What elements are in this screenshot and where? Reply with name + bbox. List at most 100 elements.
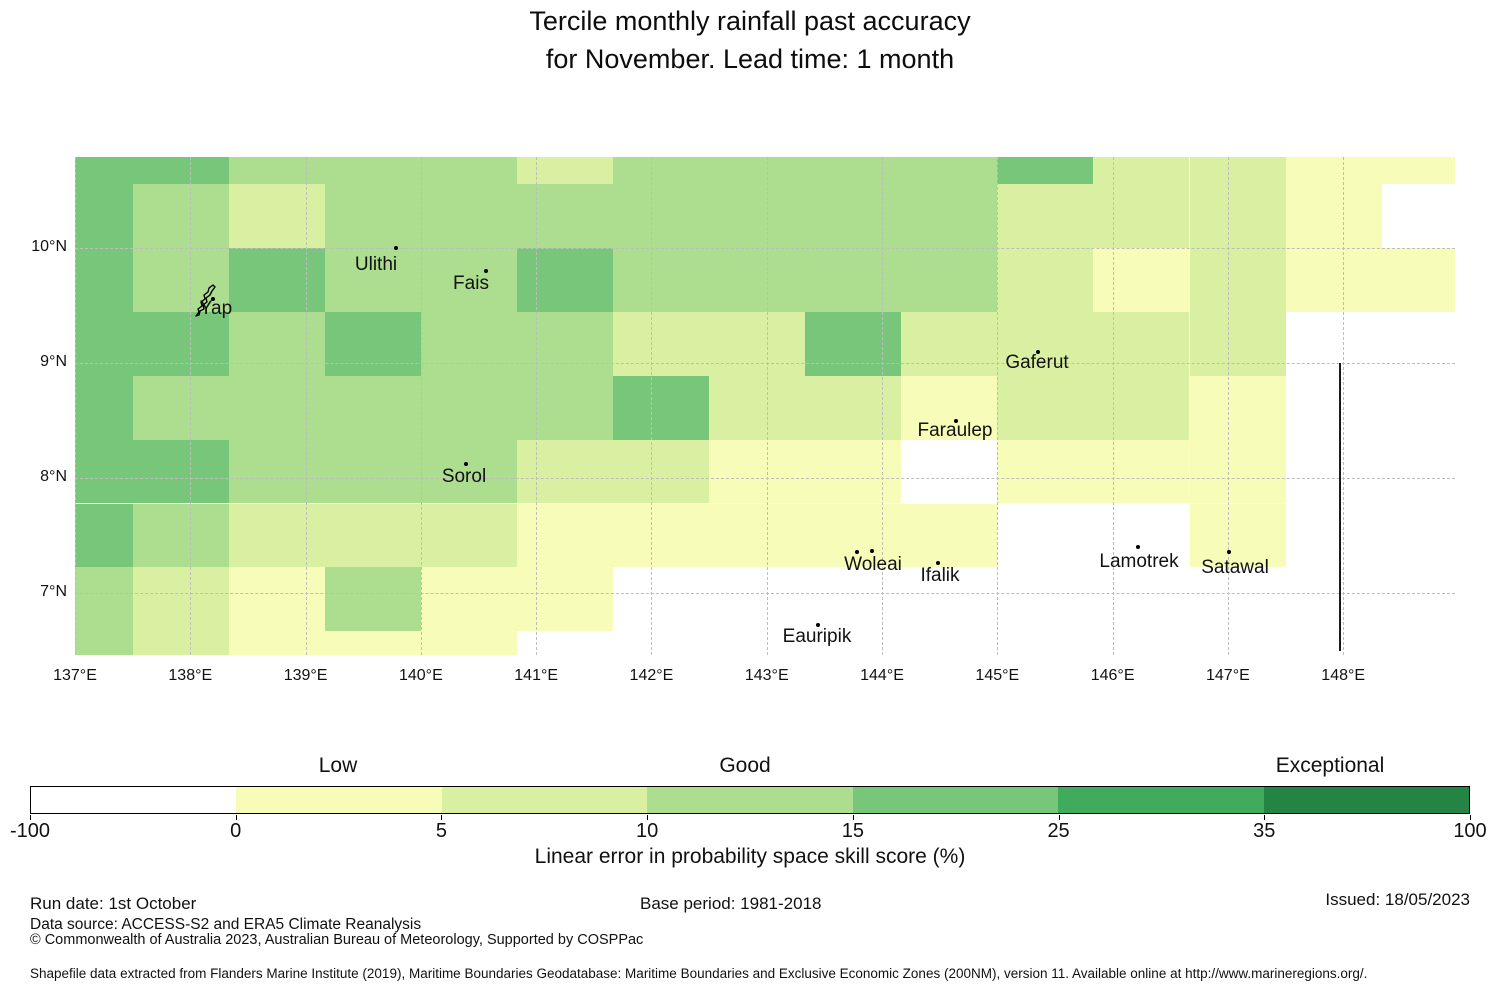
heatmap-cell	[805, 439, 902, 504]
meridian-gridline	[651, 157, 653, 655]
heatmap-cell	[1093, 439, 1190, 504]
heatmap-cell	[805, 375, 902, 440]
heatmap-cell	[1093, 311, 1190, 376]
issued-date-text: Issued: 18/05/2023	[1325, 890, 1470, 909]
colorbar-tick-mark	[1470, 815, 1471, 820]
island-label-faraulep: Faraulep	[917, 420, 993, 441]
meridian-gridline	[305, 157, 307, 655]
map-plot-area: Yap Ulithi Fais Gaferut Faraulep Sorol Woleai I…	[75, 157, 1456, 656]
colorbar-range-label-good: Good	[719, 754, 771, 777]
heatmap-cell	[132, 183, 229, 248]
heatmap-cell	[1189, 183, 1286, 248]
heatmap-cell	[228, 183, 325, 248]
heatmap-cell	[228, 375, 325, 440]
meridian-gridline	[190, 157, 192, 655]
heatmap-cell	[709, 183, 806, 248]
heatmap-cell	[132, 157, 229, 184]
heatmap-cell	[324, 631, 421, 656]
heatmap-cell	[75, 375, 133, 440]
island-label-gaferut: Gaferut	[1005, 352, 1069, 373]
heatmap-cell	[516, 247, 614, 312]
island-marker-dot	[1036, 350, 1040, 354]
heatmap-cell	[997, 183, 1094, 248]
parallel-gridline	[75, 247, 1455, 249]
heatmap-cell	[132, 439, 229, 504]
island-label-lamotrek: Lamotrek	[1099, 551, 1179, 572]
heatmap-cell	[228, 631, 325, 656]
island-marker-dot	[816, 623, 820, 627]
heatmap-cell	[709, 375, 806, 440]
colorbar	[30, 786, 1470, 814]
heatmap-cell	[132, 311, 229, 376]
island-marker-dot	[870, 549, 874, 553]
heatmap-cell	[324, 439, 421, 504]
colorbar-tick-label: 100	[1453, 820, 1487, 842]
parallel-gridline	[75, 362, 1455, 364]
heatmap-cell	[516, 439, 614, 504]
heatmap-cell	[516, 567, 614, 632]
colorbar-segment	[647, 787, 853, 813]
heatmap-cell	[1093, 183, 1190, 248]
heatmap-cell	[1093, 375, 1190, 440]
y-tick-label: 10°N	[31, 237, 67, 255]
y-tick-label: 8°N	[40, 467, 67, 485]
heatmap-cell	[709, 247, 806, 312]
island-label-ulithi: Ulithi	[354, 254, 398, 275]
heatmap-cell	[613, 503, 710, 568]
heatmap-cell	[75, 567, 133, 632]
heatmap-cell	[805, 157, 902, 184]
heatmap-cell	[901, 375, 998, 440]
island-label-ifalik: Ifalik	[920, 565, 960, 586]
heatmap-cell	[613, 311, 710, 376]
heatmap-cell	[1285, 247, 1382, 312]
heatmap-cell	[420, 631, 517, 656]
island-marker-dot	[1227, 550, 1231, 554]
meridian-gridline	[420, 157, 422, 655]
colorbar-tick-mark	[441, 815, 443, 820]
heatmap-cell	[1189, 439, 1286, 504]
chart-title-line-1: Tercile monthly rainfall past accuracy	[529, 6, 971, 36]
heatmap-cell	[420, 503, 517, 568]
heatmap-cell	[420, 439, 517, 504]
heatmap-cell	[709, 311, 806, 376]
meridian-gridline	[1343, 157, 1345, 655]
island-label-satawal: Satawal	[1201, 557, 1269, 578]
heatmap-cell	[516, 375, 614, 440]
heatmap-cell	[324, 503, 421, 568]
heatmap-cell	[1093, 247, 1190, 312]
shapefile-note-text: Shapefile data extracted from Flanders M…	[30, 966, 1368, 981]
colorbar-tick-mark	[1264, 815, 1266, 820]
heatmap-cell	[613, 439, 710, 504]
heatmap-cell	[1189, 157, 1286, 184]
heatmap-cell	[516, 157, 614, 184]
colorbar-tick-label: -100	[9, 820, 51, 842]
heatmap-cell	[997, 439, 1094, 504]
x-tick-label: 137°E	[53, 667, 97, 684]
island-marker-dot	[855, 550, 859, 554]
colorbar-segment	[1058, 787, 1264, 813]
heatmap-cell	[613, 375, 710, 440]
yap-island-icon	[195, 284, 216, 317]
heatmap-cell	[1381, 247, 1456, 312]
heatmap-cell	[132, 375, 229, 440]
heatmap-cell	[324, 247, 421, 312]
colorbar-tick-label: 35	[1253, 820, 1276, 842]
colorbar-segment	[441, 787, 648, 813]
colorbar-segment	[31, 787, 237, 813]
heatmap-cell	[420, 311, 517, 376]
heatmap-cell	[997, 157, 1094, 184]
x-tick-label: 140°E	[398, 667, 443, 684]
heatmap-cell	[420, 157, 517, 184]
heatmap-cell	[516, 311, 614, 376]
heatmap-cell	[324, 567, 421, 632]
colorbar-tick-label: 10	[636, 820, 659, 842]
heatmap-cell	[228, 311, 325, 376]
island-marker-dot	[211, 297, 215, 301]
colorbar-range-label-low: Low	[318, 754, 358, 777]
island-label-fais: Fais	[453, 273, 489, 294]
heatmap-cell	[901, 247, 998, 312]
island-label-eauripik: Eauripik	[782, 626, 852, 647]
island-marker-dot	[464, 462, 468, 466]
heatmap-cell	[901, 311, 998, 376]
heatmap-cell	[324, 375, 421, 440]
